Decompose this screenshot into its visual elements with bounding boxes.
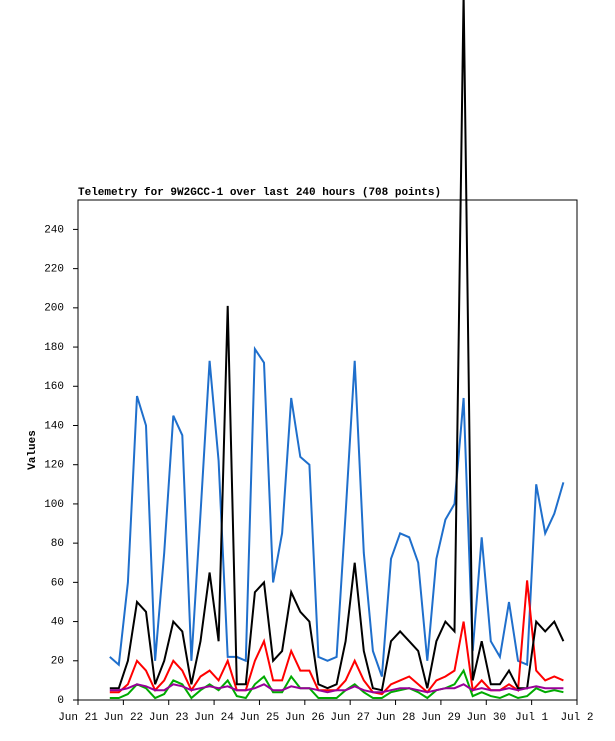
series-line [109,580,564,696]
x-tick-label: Jun 29 [421,712,461,724]
series-line [109,683,564,694]
plot-frame [77,199,578,701]
x-tick-label: Jul 1 [515,712,548,724]
series-line [109,0,565,692]
x-tick-label: Jun 25 [240,712,280,724]
y-tick-label: 220 [44,264,64,276]
y-tick-label: 240 [44,224,64,236]
series-line [109,345,565,677]
y-tick-label: 120 [44,460,64,472]
x-tick-label: Jun 28 [376,712,416,724]
x-tick-label: Jul 2 [560,712,593,724]
x-tick-label: Jun 21 [58,712,98,724]
x-tick-label: Jun 22 [104,712,144,724]
y-tick-label: 160 [44,381,64,393]
y-tick-label: 100 [44,499,64,511]
series-line [109,668,564,700]
y-tick-label: 80 [51,538,64,550]
y-tick-label: 40 [51,616,64,628]
x-tick-label: Jun 24 [194,712,234,724]
chart-title: Telemetry for 9W2GCC-1 over last 240 hou… [78,187,441,199]
y-axis-label: Values [27,430,39,470]
y-tick-label: 180 [44,342,64,354]
y-tick-label: 140 [44,420,64,432]
x-tick-label: Jun 27 [330,712,370,724]
y-tick-label: 200 [44,303,64,315]
y-tick-label: 60 [51,577,64,589]
y-tick-label: 0 [57,695,64,707]
x-tick-label: Jun 26 [285,712,325,724]
x-tick-label: Jun 30 [466,712,506,724]
y-tick-label: 20 [51,656,64,668]
x-tick-label: Jun 23 [149,712,189,724]
